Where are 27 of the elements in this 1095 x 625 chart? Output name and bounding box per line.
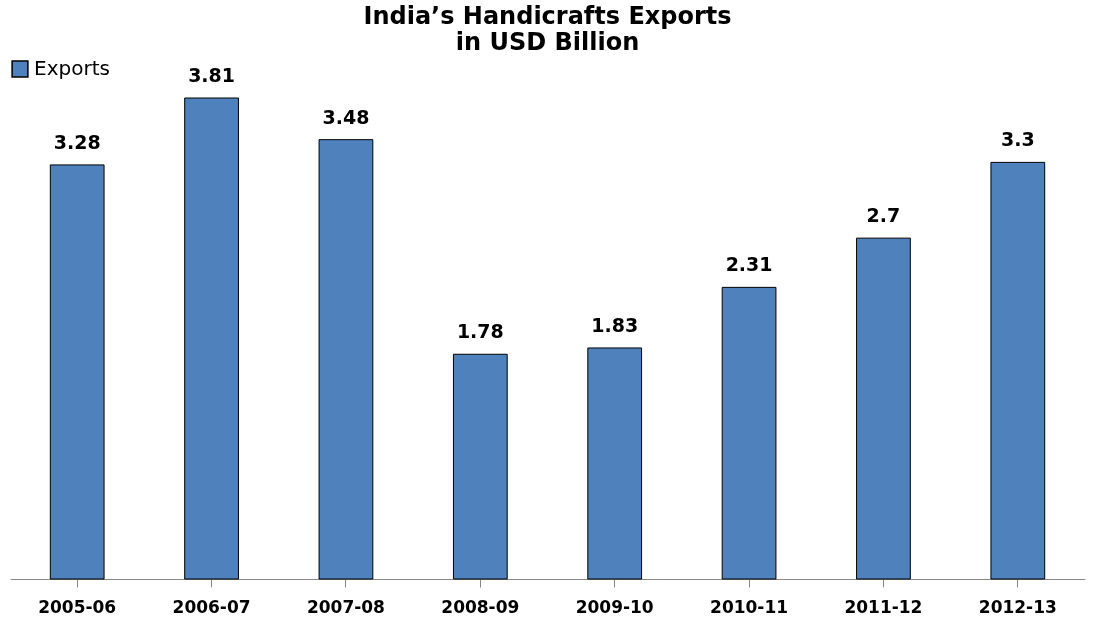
x-tick-label: 2008-09 <box>441 596 520 617</box>
data-label: 2.7 <box>866 204 901 227</box>
bar <box>990 161 1046 580</box>
bar <box>587 347 643 580</box>
bar <box>49 164 105 580</box>
legend-label: Exports <box>34 56 110 80</box>
bar <box>318 139 374 580</box>
x-tick-label: 2005-06 <box>38 596 117 617</box>
bar <box>452 353 508 580</box>
x-tick-label: 2011-12 <box>844 596 923 617</box>
text: India’s Handicrafts Exports <box>363 2 732 30</box>
data-label: 3.48 <box>322 105 370 128</box>
x-tick-label: 2012-13 <box>978 596 1057 617</box>
data-label: 3.3 <box>1000 128 1035 151</box>
data-label: 3.81 <box>188 64 236 86</box>
x-tick-label: 2006-07 <box>172 596 251 617</box>
x-tick-label: 2010-11 <box>710 596 789 617</box>
data-label: 1.83 <box>591 313 639 336</box>
bar <box>184 97 239 580</box>
text: in USD Billion <box>455 28 640 56</box>
x-tick-label: 2009-10 <box>575 596 654 617</box>
bar <box>721 286 777 580</box>
x-tick-label: 2007-08 <box>306 596 385 617</box>
bar <box>856 237 911 580</box>
data-label: 2.31 <box>725 253 773 276</box>
data-label: 1.78 <box>456 320 504 343</box>
data-label: 3.28 <box>53 130 101 153</box>
